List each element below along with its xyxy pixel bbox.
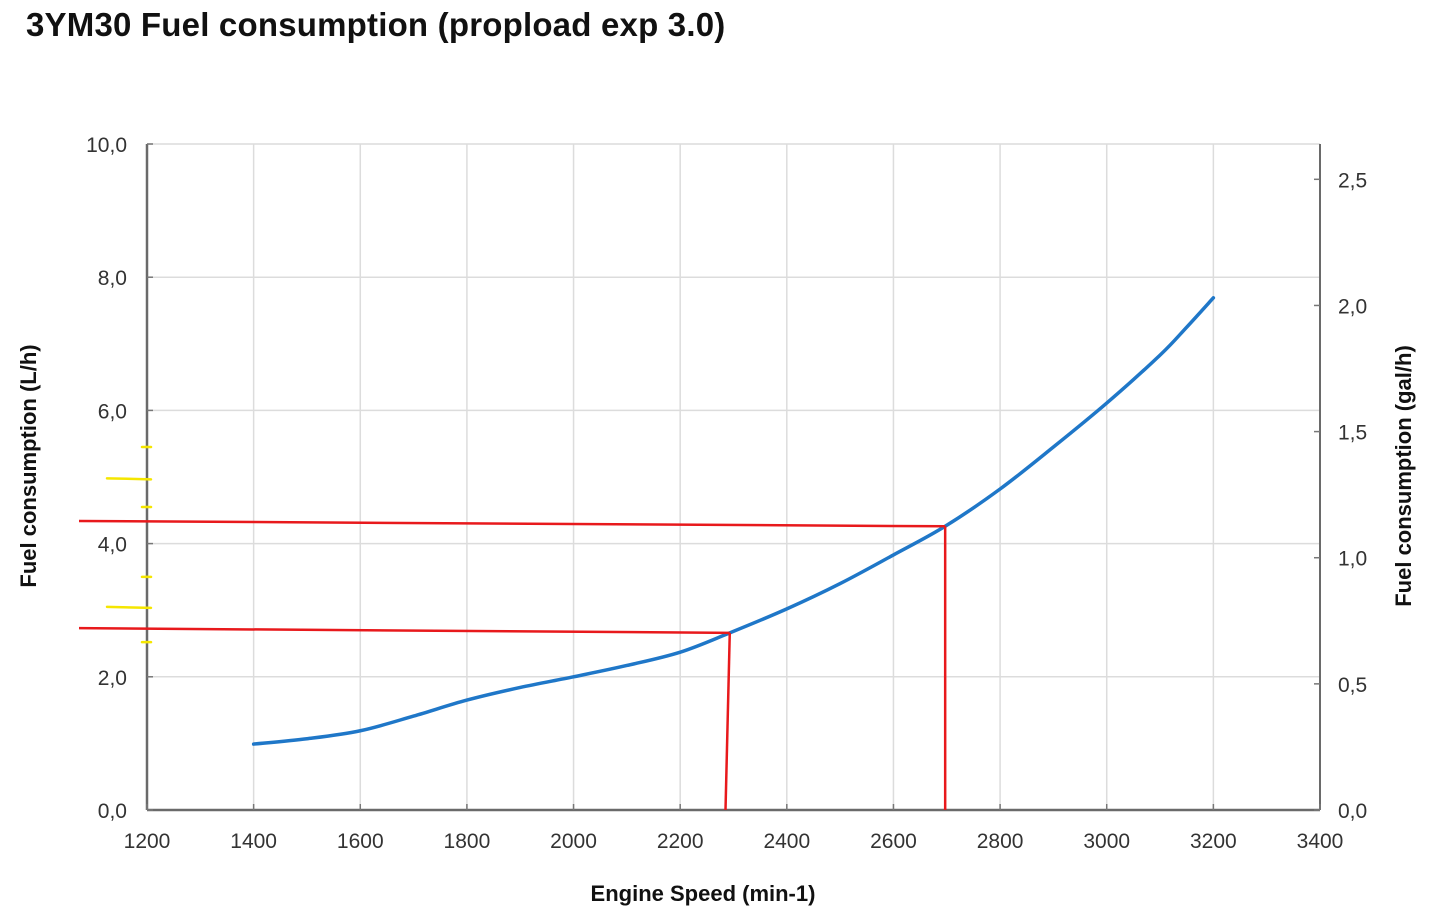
series-layer: [251, 296, 1216, 746]
x-tick-label: 2200: [657, 830, 704, 853]
series-line-fuel-consumption: [251, 296, 1216, 746]
red-horizontal-line: [78, 519, 946, 528]
x-tick-label: 3400: [1297, 830, 1344, 853]
y2-axis-title: Fuel consumption (gal/h): [1391, 345, 1416, 607]
x-tick-label: 3000: [1083, 830, 1130, 853]
x-tick-label: 3200: [1190, 830, 1237, 853]
x-tick-label: 1400: [230, 830, 277, 853]
y2-tick-label: 2,5: [1338, 169, 1367, 192]
y-tick-label: 0,0: [98, 800, 127, 823]
x-tick-label: 1600: [337, 830, 384, 853]
x-tick-label: 1800: [444, 830, 491, 853]
x-tick-label: 2600: [870, 830, 917, 853]
x-tick-label: 2400: [763, 830, 810, 853]
x-axis-ticks: 1200 1400 1600 1800 2000 2200 2400 2600 2800 3000…: [124, 804, 1344, 853]
y2-tick-label: 1,0: [1338, 548, 1367, 571]
y-tick-label: 2,0: [98, 667, 127, 690]
x-tick-label: 2000: [550, 830, 597, 853]
red-horizontal-line: [78, 626, 730, 635]
y-axis-title: Fuel consumption (L/h): [16, 344, 41, 587]
x-tick-label: 1200: [124, 830, 171, 853]
chart-title: 3YM30 Fuel consumption (propload exp 3.0…: [26, 6, 726, 43]
y2-tick-label: 1,5: [1338, 422, 1367, 445]
annotations-layer: [78, 445, 947, 811]
red-vertical-line: [724, 632, 732, 811]
yellow-mark: [105, 605, 153, 610]
y2-tick-label: 2,0: [1338, 295, 1367, 318]
y-tick-label: 8,0: [98, 267, 127, 290]
grid: [147, 143, 1320, 810]
y-axis-ticks: 0,0 2,0 4,0 6,0 8,0 10,0: [86, 134, 153, 823]
y-tick-label: 6,0: [98, 400, 127, 423]
y-tick-label: 4,0: [98, 534, 127, 557]
y-tick-label: 10,0: [86, 134, 127, 157]
yellow-mark: [105, 477, 153, 481]
axes: [145, 144, 1321, 812]
x-axis-title: Engine Speed (min-1): [591, 881, 816, 906]
y2-axis-ticks: 0,0 0,5 1,0 1,5 2,0 2,5: [1314, 169, 1367, 823]
x-tick-label: 2800: [977, 830, 1024, 853]
y2-tick-label: 0,0: [1338, 800, 1367, 823]
y2-tick-label: 0,5: [1338, 674, 1367, 697]
